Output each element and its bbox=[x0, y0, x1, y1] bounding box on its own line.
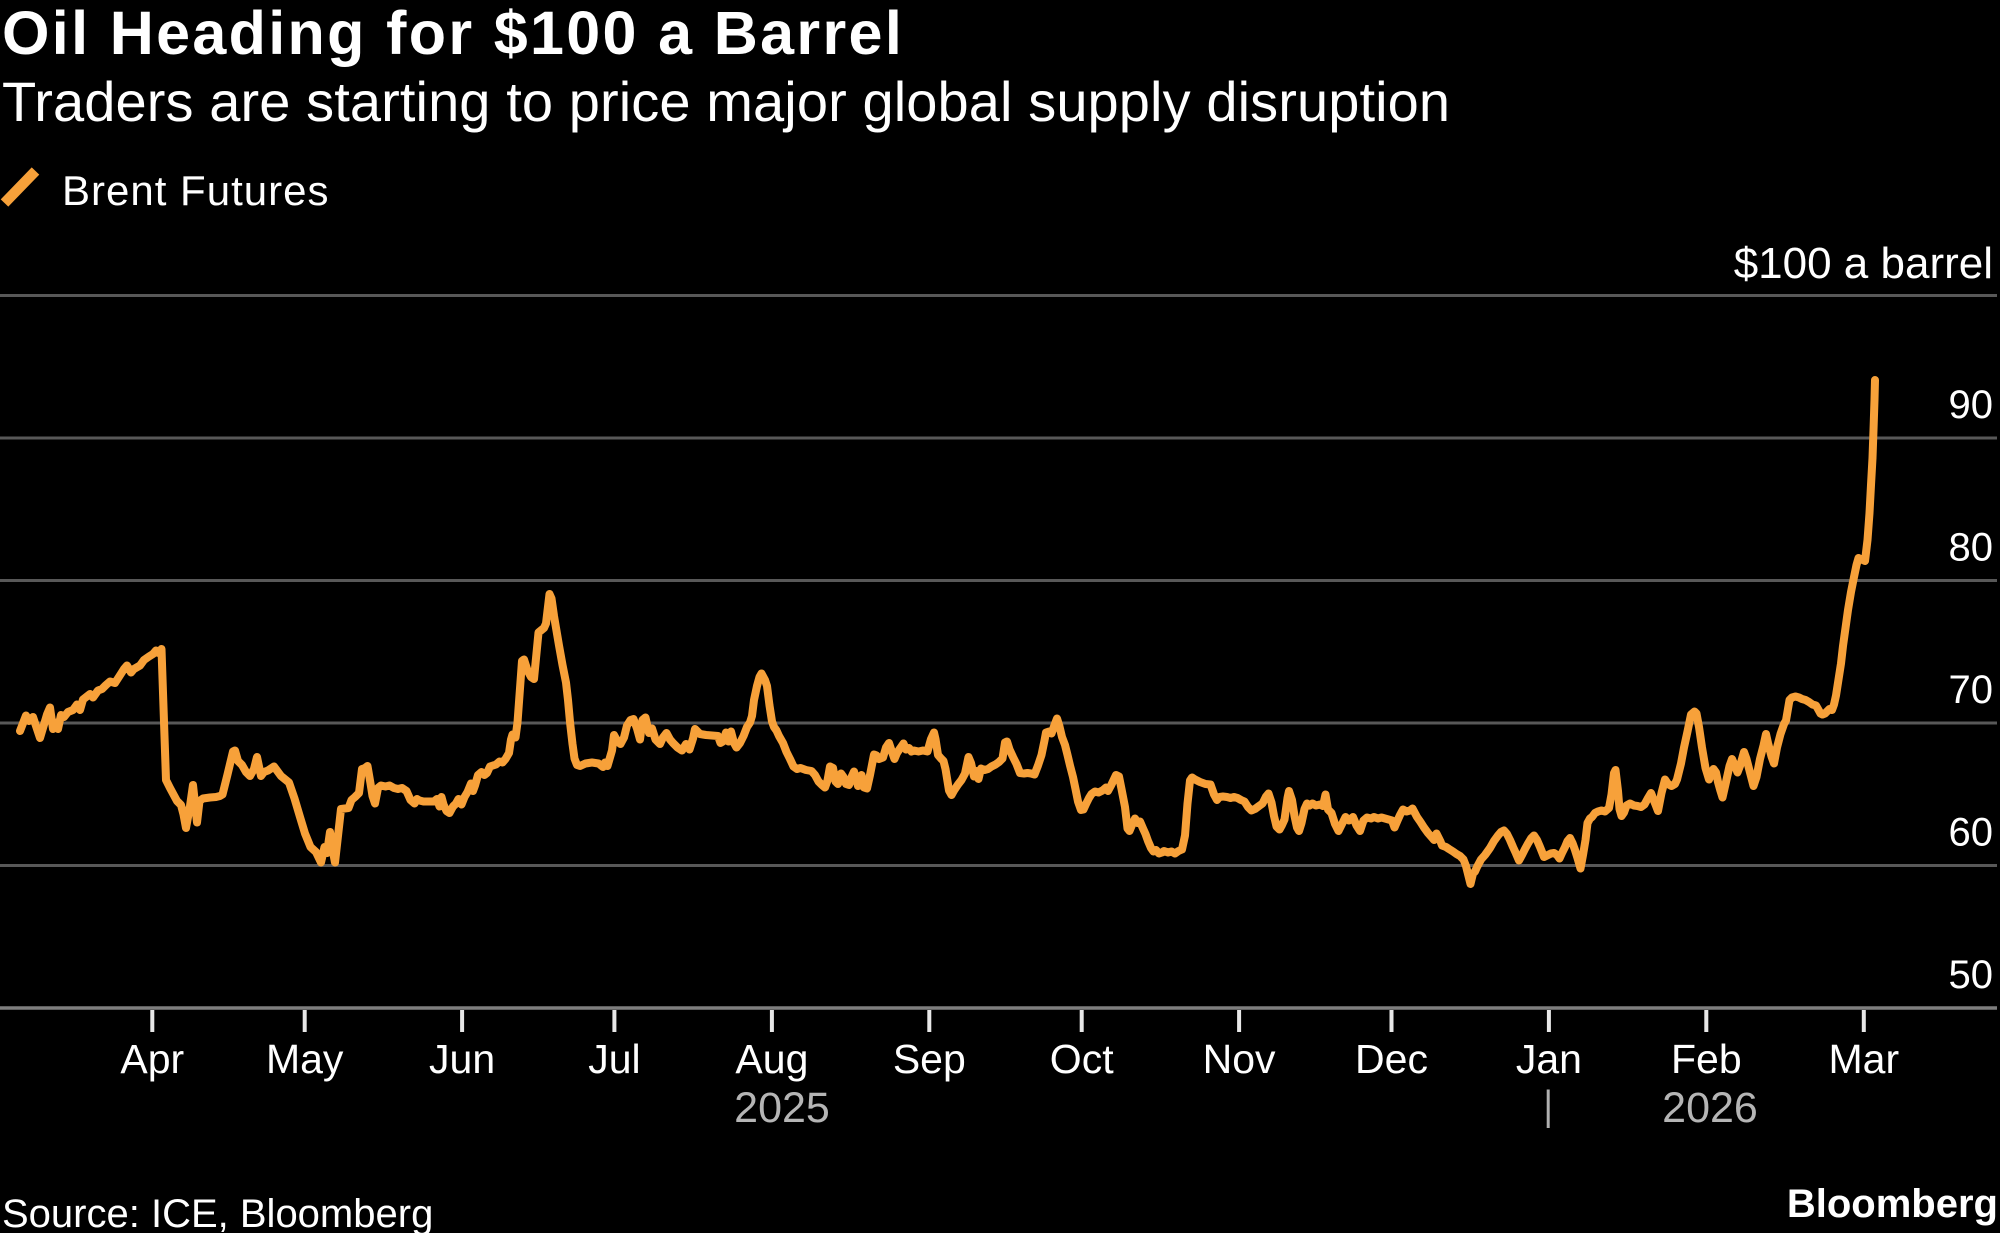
svg-text:Nov: Nov bbox=[1203, 1036, 1276, 1082]
svg-text:Jul: Jul bbox=[588, 1036, 640, 1082]
svg-text:$100 a barrel: $100 a barrel bbox=[1734, 239, 1993, 288]
svg-text:50: 50 bbox=[1949, 953, 1994, 997]
svg-text:Source: ICE, Bloomberg: Source: ICE, Bloomberg bbox=[2, 1192, 433, 1233]
svg-text:90: 90 bbox=[1949, 383, 1994, 427]
svg-text:Traders are starting to price: Traders are starting to price major glob… bbox=[2, 70, 1450, 133]
svg-text:Mar: Mar bbox=[1828, 1036, 1899, 1082]
svg-text:80: 80 bbox=[1949, 526, 1994, 570]
svg-text:Apr: Apr bbox=[120, 1036, 184, 1082]
svg-text:60: 60 bbox=[1949, 811, 1994, 855]
svg-text:Aug: Aug bbox=[735, 1036, 808, 1082]
svg-text:70: 70 bbox=[1949, 668, 1994, 712]
svg-text:Dec: Dec bbox=[1355, 1036, 1428, 1082]
svg-text:Sep: Sep bbox=[893, 1036, 966, 1082]
svg-text:Jan: Jan bbox=[1516, 1036, 1582, 1082]
svg-text:Bloomberg: Bloomberg bbox=[1787, 1182, 1998, 1226]
svg-text:2026: 2026 bbox=[1662, 1084, 1758, 1132]
svg-text:Oil Heading for $100 a Barrel: Oil Heading for $100 a Barrel bbox=[2, 0, 904, 67]
svg-text:Feb: Feb bbox=[1671, 1036, 1742, 1082]
svg-text:May: May bbox=[266, 1036, 344, 1082]
svg-text:Brent Futures: Brent Futures bbox=[62, 167, 329, 214]
svg-text:2025: 2025 bbox=[734, 1084, 830, 1132]
svg-text:Jun: Jun bbox=[429, 1036, 495, 1082]
svg-text:Oct: Oct bbox=[1050, 1036, 1114, 1082]
